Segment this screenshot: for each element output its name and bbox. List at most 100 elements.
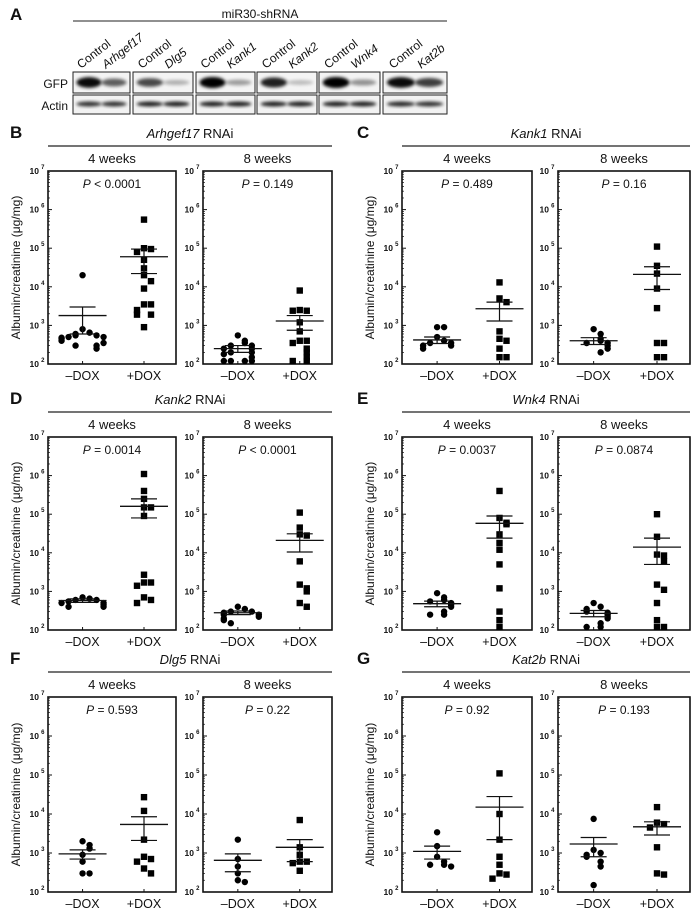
data-point-circle <box>255 613 263 620</box>
gfp-band <box>322 77 350 88</box>
tick-label: 10 <box>185 887 195 897</box>
tick-label: 10 <box>30 848 40 858</box>
tick-exponent: 6 <box>41 204 45 210</box>
plot-frame <box>557 696 691 893</box>
data-point-circle <box>426 861 434 868</box>
tick-exponent: 2 <box>551 624 555 630</box>
p-value: P < 0.0001 <box>83 177 142 191</box>
data-point-circle <box>433 829 441 836</box>
tick-exponent: 5 <box>395 508 399 514</box>
data-point-circle <box>72 342 79 349</box>
tick-label: 10 <box>540 432 550 442</box>
p-text: = 0.193 <box>606 703 650 717</box>
tick-label: 10 <box>540 731 550 741</box>
panel-D: D Kank2 RNAi Albumin/creatinine (μg/mg) 4 w… <box>9 389 333 649</box>
tick-exponent: 3 <box>551 319 555 325</box>
data-point-square <box>296 337 303 344</box>
plot-frame <box>557 170 691 365</box>
data-point-circle <box>440 861 448 868</box>
p-value: P = 0.593 <box>86 703 138 717</box>
plot-frame <box>557 436 691 631</box>
p-symbol: P <box>438 443 446 457</box>
panel-F: F Dlg5 RNAi Albumin/creatinine (μg/mg) 4 we… <box>9 649 333 911</box>
tick-label: 10 <box>185 625 195 635</box>
data-point-square <box>140 579 148 586</box>
panel-title: Arhgef17 RNAi <box>146 126 234 141</box>
tick-label: 10 <box>185 471 195 481</box>
actin-band <box>322 101 350 107</box>
blot-header: miR30-shRNA <box>222 7 299 21</box>
tick-label: 10 <box>384 770 394 780</box>
p-text: = 0.593 <box>94 703 138 717</box>
data-point-square <box>653 533 661 540</box>
data-point-square <box>140 853 148 860</box>
tick-label: 10 <box>185 205 195 215</box>
tick-exponent: 3 <box>395 847 399 853</box>
data-point-square <box>496 546 503 553</box>
data-point-square <box>140 216 148 223</box>
data-point-square <box>140 793 148 801</box>
tick-label: 10 <box>30 471 40 481</box>
tick-label: 10 <box>30 548 40 558</box>
data-point-square <box>303 345 310 352</box>
data-point-square <box>303 357 310 365</box>
y-axis-label: Albumin/creatinine (μg/mg) <box>363 196 377 340</box>
data-point-circle <box>220 357 228 365</box>
data-point-square <box>496 870 503 877</box>
p-symbol: P <box>595 443 603 457</box>
data-point-circle <box>248 357 256 365</box>
data-point-circle <box>79 271 86 279</box>
data-point-square <box>140 245 148 252</box>
gfp-band <box>163 79 190 86</box>
x-category-label: –DOX <box>221 635 256 649</box>
tick-label: 10 <box>384 548 394 558</box>
data-point-square <box>496 354 503 361</box>
data-point-square <box>140 571 148 578</box>
panel-letter: F <box>10 649 20 668</box>
data-point-square <box>496 608 503 615</box>
tick-exponent: 4 <box>551 547 555 553</box>
tick-label: 10 <box>30 770 40 780</box>
tick-label: 10 <box>384 625 394 635</box>
data-point-circle <box>79 858 86 865</box>
p-text: = 0.16 <box>609 177 646 191</box>
data-point-circle <box>440 596 448 604</box>
tick-exponent: 4 <box>551 808 555 814</box>
plot-frame <box>401 436 533 631</box>
panel-title: Wnk4 RNAi <box>512 392 579 407</box>
data-point-square <box>303 349 310 356</box>
tick-label: 10 <box>384 166 394 176</box>
data-point-square <box>496 539 503 547</box>
tick-label: 10 <box>185 809 195 819</box>
tick-label: 10 <box>185 770 195 780</box>
tick-exponent: 7 <box>395 691 399 697</box>
tick-label: 10 <box>384 731 394 741</box>
data-point-circle <box>100 339 107 347</box>
gfp-band <box>415 78 444 87</box>
tick-label: 10 <box>185 848 195 858</box>
p-text: = 0.149 <box>250 177 294 191</box>
data-point-square <box>653 599 661 607</box>
plot-frame <box>401 696 533 893</box>
tick-label: 10 <box>540 586 550 596</box>
data-point-square <box>296 867 303 874</box>
x-category-label: +DOX <box>482 635 517 649</box>
data-point-square <box>133 599 141 607</box>
data-point-square <box>496 345 503 352</box>
data-point-square <box>133 311 141 318</box>
data-point-square <box>133 582 141 589</box>
p-symbol: P <box>601 177 609 191</box>
data-point-square <box>147 311 155 318</box>
data-point-circle <box>426 611 434 618</box>
plot-frame <box>202 170 333 365</box>
data-point-square <box>140 594 148 601</box>
p-text: = 0.489 <box>449 177 493 191</box>
gene-name: Kank2 <box>155 392 193 407</box>
data-point-circle <box>220 616 228 624</box>
data-point-square <box>489 875 496 882</box>
title-suffix: RNAi <box>546 652 580 667</box>
